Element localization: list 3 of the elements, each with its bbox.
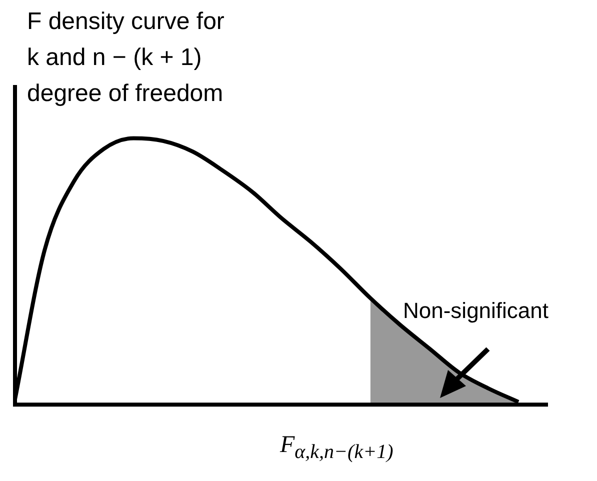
x-axis-title: F$_{α,k,n−(k+1)}$ <box>280 432 394 464</box>
chart-title: F density curve for k and n − (k + 1) degree of freedom <box>27 7 224 109</box>
annotation: Non-significant <box>403 298 549 324</box>
